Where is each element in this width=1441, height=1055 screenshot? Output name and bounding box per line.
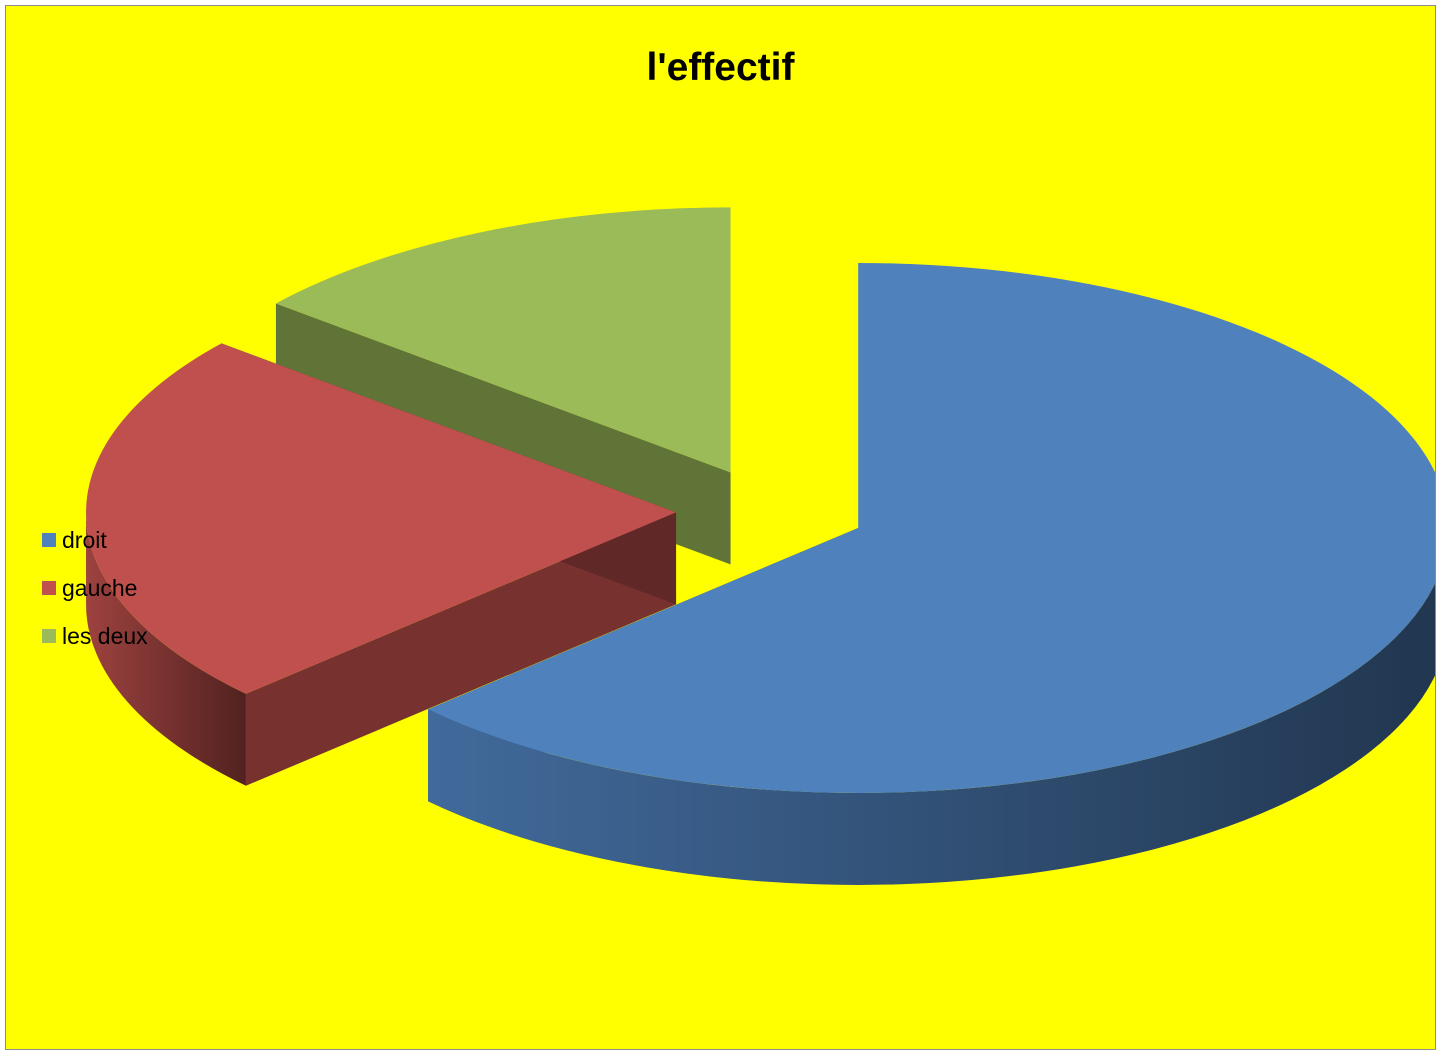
legend-swatch-les-deux [42, 629, 56, 643]
legend-swatch-droit [42, 533, 56, 547]
legend-label-les-deux: les deux [62, 622, 148, 649]
legend-label-droit: droit [62, 526, 107, 553]
pie-slice-droit [428, 262, 1435, 885]
legend-entry-droit: droit [42, 516, 192, 564]
chart-title: l'effectif [646, 46, 795, 89]
legend: droit gauche les deux [42, 516, 192, 660]
pie-slice-rim-gauche [86, 512, 246, 786]
pie-slice-rim-droit [428, 583, 1435, 885]
legend-swatch-gauche [42, 581, 56, 595]
pie-chart [86, 207, 1435, 885]
pie-slice-top-les-deux [275, 207, 731, 473]
pie-slice-gauche [86, 343, 677, 786]
legend-label-gauche: gauche [62, 574, 138, 601]
chart-area: l'effectif droit gauche les deux [5, 5, 1436, 1050]
pie-slice-top-gauche [86, 343, 677, 694]
pie-slice-wall-gauche [245, 512, 677, 786]
pie-slice-top-droit [428, 262, 1435, 793]
legend-entry-gauche: gauche [42, 564, 192, 612]
legend-entry-les-deux: les deux [42, 612, 192, 660]
